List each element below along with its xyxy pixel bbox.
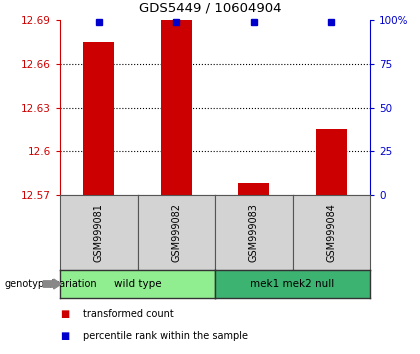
Text: wild type: wild type [114,279,161,289]
Text: GSM999082: GSM999082 [171,203,181,262]
Text: GSM999084: GSM999084 [326,203,336,262]
Bar [161,20,192,195]
Text: transformed count: transformed count [83,309,174,319]
Text: ■: ■ [60,331,69,341]
Bar [83,42,114,195]
Text: genotype/variation: genotype/variation [4,279,97,289]
Bar [238,183,269,195]
Text: percentile rank within the sample: percentile rank within the sample [83,331,248,341]
Bar [316,129,347,195]
Text: mek1 mek2 null: mek1 mek2 null [250,279,335,289]
Text: GDS5449 / 10604904: GDS5449 / 10604904 [139,1,281,15]
Text: GSM999081: GSM999081 [94,203,104,262]
Text: GSM999083: GSM999083 [249,203,259,262]
Text: ■: ■ [60,309,69,319]
